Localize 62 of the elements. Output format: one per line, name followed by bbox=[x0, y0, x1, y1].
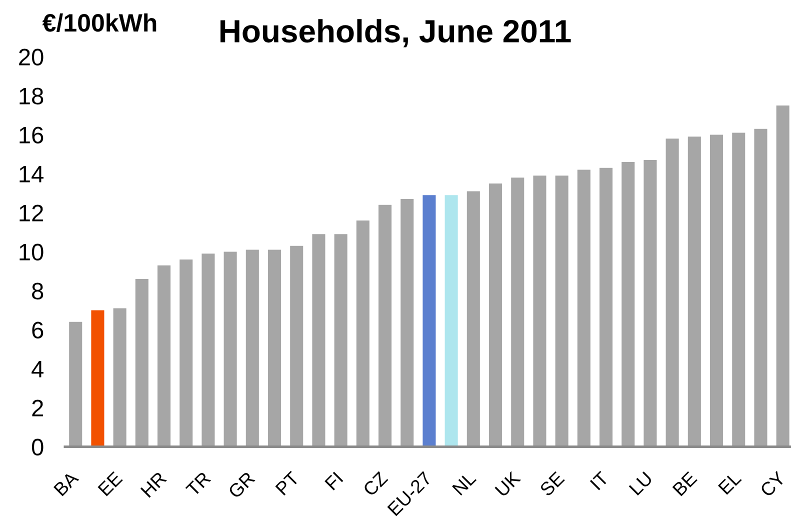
y-tick-label: 16 bbox=[20, 126, 44, 144]
x-tick-label: FI bbox=[324, 472, 344, 490]
bar bbox=[400, 199, 414, 447]
bar bbox=[356, 220, 370, 447]
bar bbox=[312, 234, 326, 447]
bar bbox=[622, 162, 635, 447]
y-tick-label: 12 bbox=[20, 204, 43, 222]
x-tick-label: GR bbox=[228, 471, 256, 499]
x-tick-label: NL bbox=[452, 470, 477, 496]
bar bbox=[113, 308, 126, 447]
x-tick-label: UK bbox=[494, 470, 522, 498]
bar bbox=[732, 132, 746, 447]
bar bbox=[600, 168, 613, 447]
bar bbox=[91, 310, 104, 447]
x-tick-label: EL bbox=[718, 470, 742, 495]
bar bbox=[710, 134, 724, 447]
x-tick-label: BE bbox=[672, 471, 698, 496]
bar bbox=[555, 176, 568, 447]
bar bbox=[422, 195, 436, 447]
bar bbox=[246, 250, 259, 447]
x-tick-label: CZ bbox=[362, 470, 388, 497]
chart-title: Households, June 2011 bbox=[220, 19, 571, 48]
bar bbox=[268, 250, 282, 447]
bar bbox=[754, 128, 768, 447]
x-tick-label: LU bbox=[628, 472, 653, 496]
x-tick-label: PT bbox=[275, 470, 300, 496]
bar bbox=[334, 234, 348, 447]
bar bbox=[577, 170, 590, 447]
y-axis-title: €/100kWh bbox=[42, 13, 156, 32]
bar bbox=[180, 260, 193, 447]
y-tick-label: 2 bbox=[32, 400, 43, 416]
y-tick-label: 18 bbox=[20, 88, 44, 104]
x-tick-label: TR bbox=[185, 471, 212, 498]
bar bbox=[135, 279, 148, 447]
x-tick-label: CY bbox=[759, 470, 786, 498]
y-tick-label: 10 bbox=[20, 244, 44, 260]
bar bbox=[157, 265, 171, 447]
bar bbox=[644, 160, 657, 447]
bar bbox=[444, 195, 458, 447]
y-tick-label: 20 bbox=[19, 48, 44, 66]
x-tick-label: HR bbox=[140, 471, 168, 498]
bar bbox=[533, 176, 546, 447]
y-tick-label: 8 bbox=[32, 282, 44, 300]
bar bbox=[202, 254, 215, 447]
x-tick-label: EE bbox=[98, 471, 123, 496]
bar bbox=[466, 191, 480, 447]
y-tick-label: 0 bbox=[32, 438, 44, 456]
bar bbox=[378, 204, 392, 447]
x-tick-label: BA bbox=[53, 470, 80, 496]
y-tick-label: 14 bbox=[20, 166, 44, 182]
bar bbox=[511, 178, 524, 447]
y-tick-label: 6 bbox=[32, 322, 44, 338]
bar bbox=[290, 246, 304, 447]
x-tick-label: SE bbox=[539, 470, 565, 497]
y-tick-label: 4 bbox=[32, 361, 44, 378]
bar bbox=[666, 138, 679, 447]
bar bbox=[69, 322, 82, 447]
x-tick-label: IT bbox=[590, 470, 610, 490]
bar bbox=[224, 252, 237, 447]
bar bbox=[488, 183, 502, 447]
bar bbox=[776, 105, 790, 447]
bar bbox=[688, 136, 701, 447]
